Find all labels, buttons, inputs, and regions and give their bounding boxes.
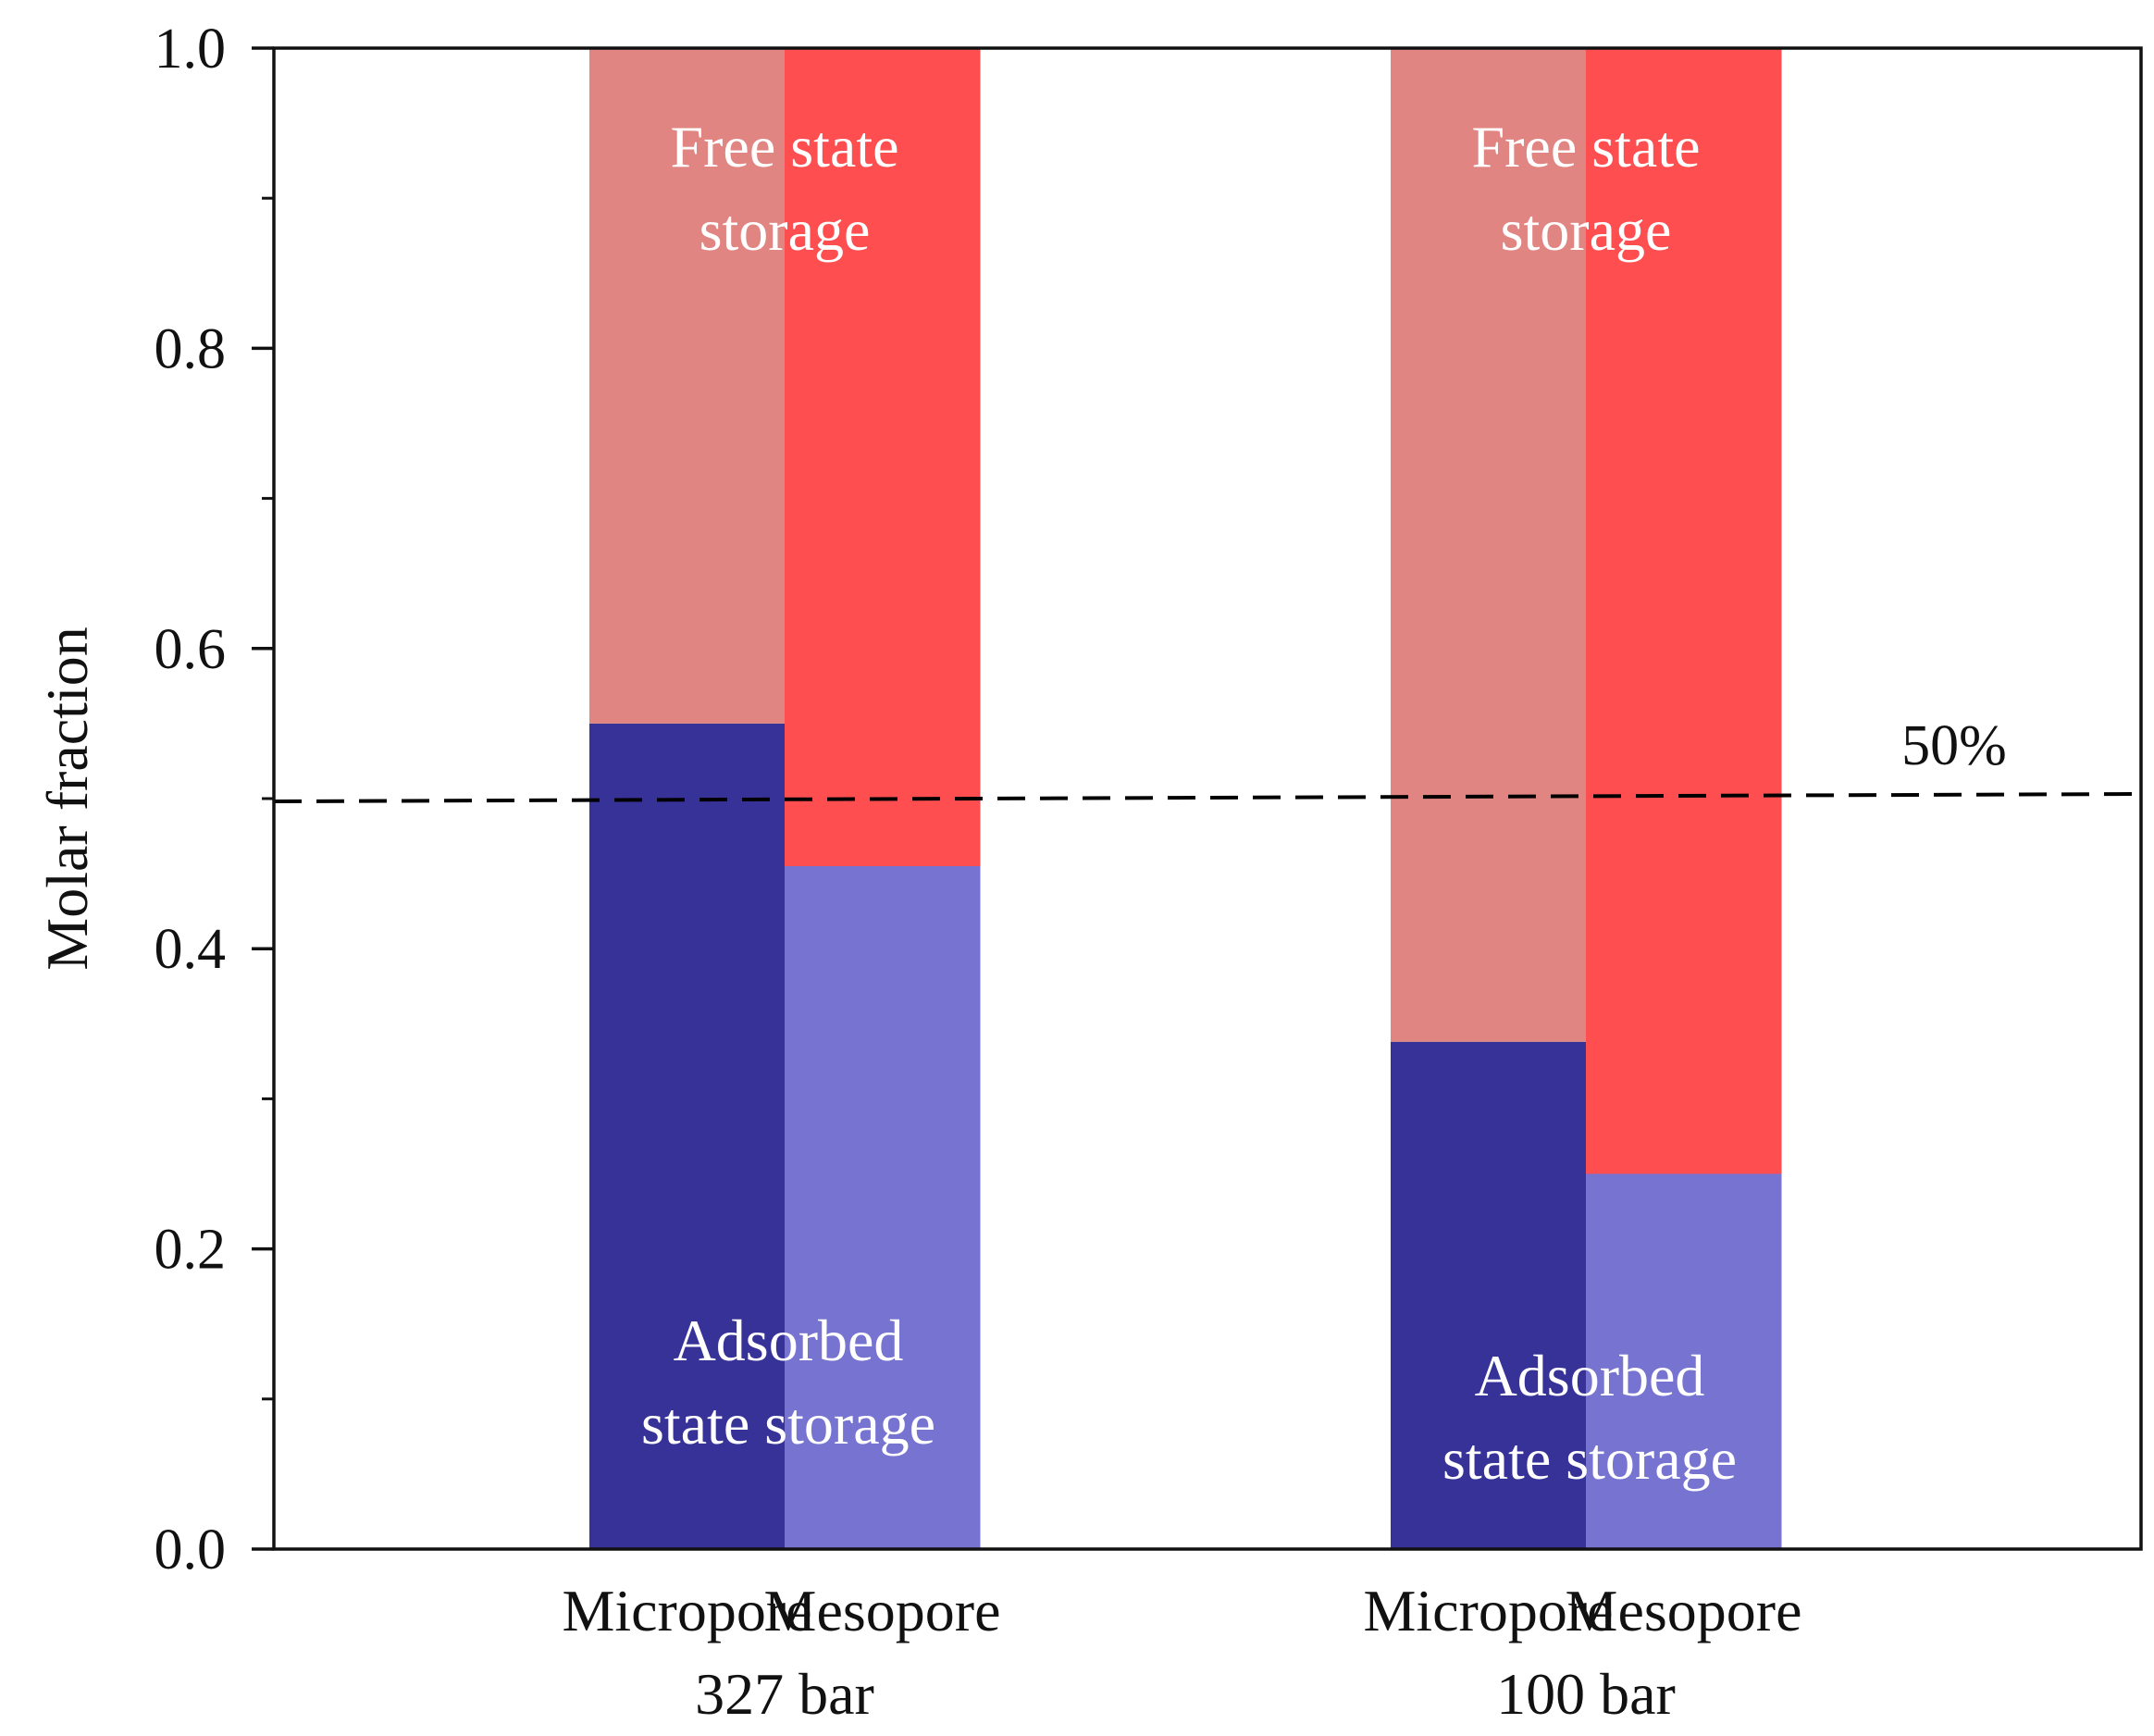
x-category-label: Mesopore [1566,1578,1802,1643]
annotation-layer: Free state storage Adsorbed state storage Fr… [641,114,1737,1492]
y-tick-label: 0.0 [155,1519,227,1581]
reference-line-label: 50% [1901,714,2007,777]
y-tick-label: 0.2 [155,1219,227,1282]
free-state-annotation: Free state [671,114,899,180]
free-state-annotation: Free state [1472,114,1701,180]
reference-line-50 [273,792,2142,803]
bar-mesopore-adsorbed-2 [1586,1173,1782,1549]
x-category-label: Mesopore [764,1578,1001,1643]
free-state-annotation: storage [1501,197,1672,263]
group-label: 100 bar [1496,1661,1676,1727]
bar-micropore-adsorbed-1 [589,723,786,1549]
bar-mesopore-adsorbed-1 [785,865,981,1549]
bar-mesopore-free-1 [785,48,981,866]
reference-line-layer: 50% [273,714,2142,803]
bar-mesopore-free-2 [1586,48,1782,1174]
adsorbed-state-annotation: state storage [1442,1426,1737,1492]
x-category-label: Micropore [562,1578,811,1643]
y-tick-label: 0.4 [155,918,227,981]
y-tick-label: 0.6 [155,618,227,681]
y-axis-title: Molar fraction [34,626,100,970]
adsorbed-state-annotation: Adsorbed [1475,1343,1705,1408]
adsorbed-state-annotation: state storage [641,1391,935,1457]
bar-micropore-free-1 [589,48,786,724]
y-tick-label: 0.8 [155,317,227,380]
bars-layer [589,48,1782,1549]
bar-micropore-free-2 [1391,48,1587,1042]
x-category-label: Micropore [1363,1578,1613,1643]
adsorbed-state-annotation: Adsorbed [674,1308,904,1373]
group-label: 327 bar [695,1661,874,1727]
free-state-annotation: storage [699,197,871,263]
y-tick-label: 1.0 [155,18,227,81]
bar-micropore-adsorbed-2 [1391,1041,1587,1549]
